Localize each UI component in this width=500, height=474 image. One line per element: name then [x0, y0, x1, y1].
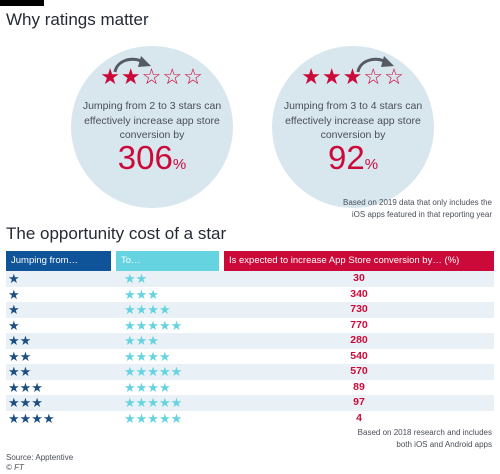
note-line: Based on 2018 research and includes — [357, 428, 492, 437]
bubble-caption: Jumping from 2 to 3 stars can effectivel… — [82, 100, 222, 141]
table-row: ★★ ★★★★★ 570 — [6, 364, 494, 380]
from-stars: ★ — [8, 286, 20, 302]
increase-value: 540 — [350, 349, 368, 362]
to-stars: ★★★★ — [124, 302, 171, 317]
star-rating: ★★☆☆☆ — [71, 66, 233, 88]
table-body: ★ ★★ 30 ★ ★★★ 340 ★ ★★★★ 730 ★ ★★★★★ 770 ★★ ★★★ 280 ★★ ★… — [6, 271, 494, 426]
bubble-3-to-4: ★★★☆☆ Jumping from 3 to 4 stars can effe… — [272, 46, 434, 208]
bubble-2-to-3: ★★☆☆☆ Jumping from 2 to 3 stars can effe… — [71, 46, 233, 208]
star-outline-icon: ☆☆ — [363, 64, 405, 89]
table-row: ★ ★★★ 340 — [6, 287, 494, 303]
increase-value: 30 — [353, 272, 365, 284]
opportunity-cost-table: Jumping from… To… Is expected to increas… — [6, 251, 494, 426]
table-row: ★★ ★★★★ 540 — [6, 349, 494, 365]
from-stars: ★ — [8, 271, 20, 286]
increase-value: 4 — [356, 411, 362, 424]
to-stars: ★★★★ — [124, 379, 171, 395]
to-stars: ★★★★★ — [124, 317, 183, 333]
bubble-caption: Jumping from 3 to 4 stars can effectivel… — [283, 100, 423, 141]
bubble-number: 92 — [327, 139, 365, 176]
increase-value: 89 — [353, 380, 365, 393]
table-row: ★★★ ★★★★★ 97 — [6, 395, 494, 411]
increase-value: 280 — [350, 334, 368, 346]
from-stars: ★★ — [8, 364, 32, 379]
star-outline-icon: ☆☆☆ — [141, 64, 204, 89]
note-line: iOS apps featured in that reporting year — [351, 210, 492, 219]
table-row: ★ ★★★★★ 770 — [6, 318, 494, 334]
increase-value: 770 — [350, 318, 368, 331]
source-credit: Source: Apptentive — [6, 453, 74, 462]
star-filled-icon: ★★★ — [301, 64, 364, 89]
from-stars: ★★★ — [8, 395, 43, 410]
star-filled-icon: ★★ — [100, 64, 142, 89]
from-stars: ★★ — [8, 333, 32, 348]
curved-arrow-icon — [356, 56, 394, 73]
table-row: ★★ ★★★ 280 — [6, 333, 494, 349]
to-stars: ★★★★★ — [124, 410, 183, 426]
ft-top-bar — [0, 0, 44, 6]
table-row: ★★★★ ★★★★★ 4 — [6, 411, 494, 427]
from-stars: ★ — [8, 302, 20, 317]
increase-value: 97 — [353, 396, 365, 408]
note-line: both iOS and Android apps — [396, 440, 492, 449]
page-title: Why ratings matter — [6, 10, 149, 29]
from-stars: ★★ — [8, 348, 32, 364]
increase-value: 340 — [350, 287, 368, 300]
header-increase: Is expected to increase App Store conver… — [224, 251, 494, 271]
increase-value: 570 — [350, 365, 368, 377]
from-stars: ★ — [8, 317, 20, 333]
to-stars: ★★★ — [124, 286, 159, 302]
note-2018-data: Based on 2018 research and includes both… — [358, 427, 492, 451]
from-stars: ★★★★ — [8, 410, 55, 426]
table-header: Jumping from… To… Is expected to increas… — [6, 251, 494, 271]
copyright: © FT — [6, 463, 24, 472]
bubble-unit: % — [172, 156, 187, 173]
star-rating: ★★★☆☆ — [272, 66, 434, 88]
header-jumping-from: Jumping from… — [6, 251, 111, 271]
table-row: ★ ★★★★ 730 — [6, 302, 494, 318]
to-stars: ★★★★ — [124, 348, 171, 364]
table-row: ★ ★★ 30 — [6, 271, 494, 287]
note-line: Based on 2019 data that only includes th… — [343, 198, 492, 207]
bubble-value: 306% — [71, 140, 233, 183]
to-stars: ★★★ — [124, 333, 159, 348]
bubble-number: 306 — [117, 139, 173, 176]
bubble-value: 92% — [272, 140, 434, 183]
header-to: To… — [116, 251, 219, 271]
table-title: The opportunity cost of a star — [6, 224, 227, 243]
to-stars: ★★★★★ — [124, 395, 183, 410]
to-stars: ★★★★★ — [124, 364, 183, 379]
bubble-unit: % — [364, 156, 379, 173]
to-stars: ★★ — [124, 271, 148, 286]
table-row: ★★★ ★★★★ 89 — [6, 380, 494, 396]
curved-arrow-icon — [113, 56, 151, 73]
increase-value: 730 — [350, 303, 368, 315]
note-2019-data: Based on 2019 data that only includes th… — [343, 197, 492, 221]
from-stars: ★★★ — [8, 379, 43, 395]
